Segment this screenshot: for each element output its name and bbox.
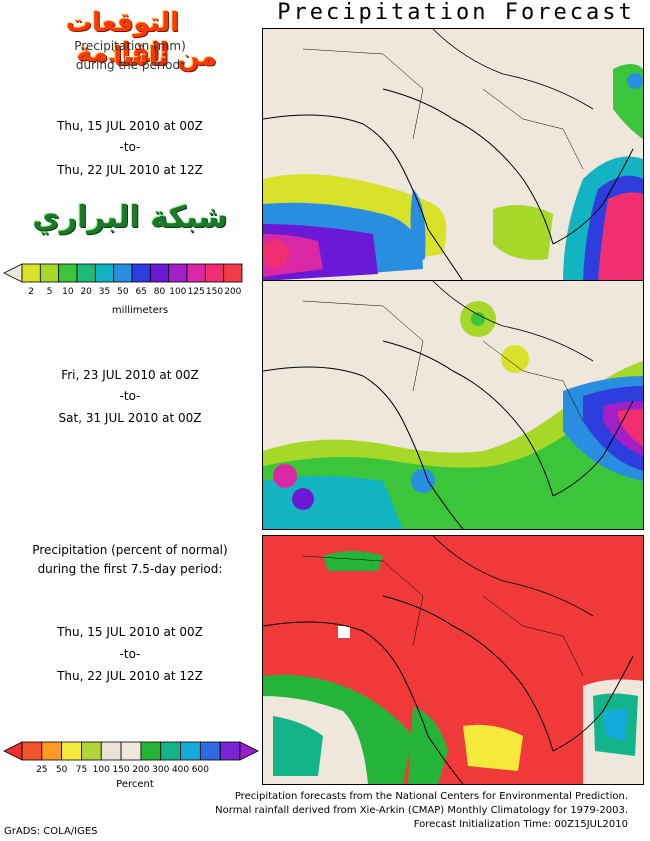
colorbar-mm-tick-label: 80 bbox=[154, 287, 166, 297]
panel1-label-line1: Precipitation (mm) bbox=[74, 39, 186, 53]
colorbar-mm-tick-label: 10 bbox=[62, 287, 74, 297]
colorbar-pct-tick-label: 600 bbox=[192, 765, 209, 775]
colorbar-mm-arrow-left bbox=[3, 263, 23, 283]
panel3-sep: -to- bbox=[119, 647, 141, 661]
panel1-start: Thu, 15 JUL 2010 at 00Z bbox=[57, 119, 203, 133]
colorbar-pct-swatch bbox=[21, 741, 43, 761]
colorbar-pct-tick-label: 50 bbox=[56, 765, 68, 775]
colorbar-pct-swatch bbox=[100, 741, 122, 761]
colorbar-mm-tick-label: 2 bbox=[28, 287, 34, 297]
colorbar-mm-swatch bbox=[186, 263, 206, 283]
colorbar-pct-swatch bbox=[140, 741, 162, 761]
credit-line1: Precipitation forecasts from the Nationa… bbox=[234, 791, 628, 802]
grads-credit: GrADS: COLA/IGES bbox=[4, 826, 98, 837]
panel2-end: Sat, 31 JUL 2010 at 00Z bbox=[58, 411, 202, 425]
colorbar-mm-tick-label: 65 bbox=[135, 287, 146, 297]
colorbar-pct-swatch bbox=[41, 741, 63, 761]
credit-line2: Normal rainfall derived from Xie-Arkin (… bbox=[215, 805, 628, 816]
colorbar-mm-swatch bbox=[131, 263, 151, 283]
arabic-network-label: شبكة البراري bbox=[32, 200, 228, 235]
colorbar-mm-swatch bbox=[39, 263, 60, 283]
panel3-label-line2: during the first 7.5-day period: bbox=[37, 562, 223, 576]
colorbar-mm-swatch bbox=[76, 263, 96, 283]
colorbar-pct-swatch bbox=[120, 741, 142, 761]
chart-title: Precipitation Forecast bbox=[277, 0, 635, 25]
colorbar-mm-swatch bbox=[149, 263, 170, 283]
colorbar-mm-tick-label: 5 bbox=[47, 287, 53, 297]
panel1-sep: -to- bbox=[119, 140, 141, 154]
colorbar-pct-swatch bbox=[180, 741, 201, 761]
credit-line3: Forecast Initialization Time: 00Z15JUL20… bbox=[413, 819, 628, 830]
colorbar-mm-tick-label: 150 bbox=[206, 287, 223, 297]
map-panel-week1 bbox=[262, 28, 644, 282]
panel3-start: Thu, 15 JUL 2010 at 00Z bbox=[57, 625, 203, 639]
arabic-title: التوقعات القادمة bbox=[65, 8, 180, 68]
colorbar-mm-tick-label: 200 bbox=[224, 287, 241, 297]
panel1-label-line2: during the period: bbox=[75, 58, 185, 72]
colorbar-mm-tick-label: 20 bbox=[80, 287, 92, 297]
panel1-end: Thu, 22 JUL 2010 at 12Z bbox=[57, 163, 203, 177]
colorbar-mm-swatch bbox=[113, 263, 133, 283]
panel2-start: Fri, 23 JUL 2010 at 00Z bbox=[61, 368, 199, 382]
colorbar-pct-tick-label: 25 bbox=[36, 765, 47, 775]
colorbar-pct-swatch bbox=[61, 741, 82, 761]
colorbar-mm-swatch bbox=[204, 263, 225, 283]
colorbar-pct-tick-label: 100 bbox=[93, 765, 110, 775]
colorbar-mm-swatch bbox=[168, 263, 188, 283]
colorbar-mm-tick-label: 35 bbox=[99, 287, 110, 297]
colorbar-pct-tick-label: 75 bbox=[76, 765, 87, 775]
colorbar-mm-tick-label: 100 bbox=[169, 287, 186, 297]
colorbar-pct-swatch bbox=[199, 741, 221, 761]
colorbar-pct-arrow-right bbox=[239, 741, 259, 761]
colorbar-percent: 25 50 75 100 150 200 300 400 600 bbox=[3, 741, 259, 775]
panel3-end: Thu, 22 JUL 2010 at 12Z bbox=[57, 669, 203, 683]
colorbar-mm-swatch bbox=[94, 263, 115, 283]
colorbar-percent-unit: Percent bbox=[116, 779, 154, 790]
colorbar-pct-tick-label: 150 bbox=[112, 765, 129, 775]
panel3-label-line1: Precipitation (percent of normal) bbox=[32, 543, 228, 557]
colorbar-mm-tick-label: 50 bbox=[117, 287, 129, 297]
colorbar-mm-unit: millimeters bbox=[111, 305, 169, 316]
colorbar-mm: 2 5 10 20 35 50 65 80 100 125 150 200 bbox=[3, 263, 243, 297]
map-panel-percent bbox=[262, 535, 644, 785]
colorbar-mm-swatch bbox=[223, 263, 243, 283]
colorbar-mm-swatch bbox=[58, 263, 78, 283]
colorbar-pct-tick-label: 400 bbox=[172, 765, 189, 775]
colorbar-mm-swatch bbox=[21, 263, 41, 283]
arabic-subtitle: من ناسا bbox=[113, 42, 217, 72]
map-panel-week2 bbox=[262, 280, 644, 530]
colorbar-pct-swatch bbox=[160, 741, 181, 761]
colorbar-pct-tick-label: 300 bbox=[152, 765, 169, 775]
colorbar-pct-swatch bbox=[81, 741, 102, 761]
colorbar-pct-arrow-left bbox=[3, 741, 23, 761]
panel2-sep: -to- bbox=[119, 389, 141, 403]
colorbar-pct-swatch bbox=[219, 741, 241, 761]
colorbar-pct-tick-label: 200 bbox=[132, 765, 149, 775]
colorbar-mm-tick-label: 125 bbox=[188, 287, 205, 297]
